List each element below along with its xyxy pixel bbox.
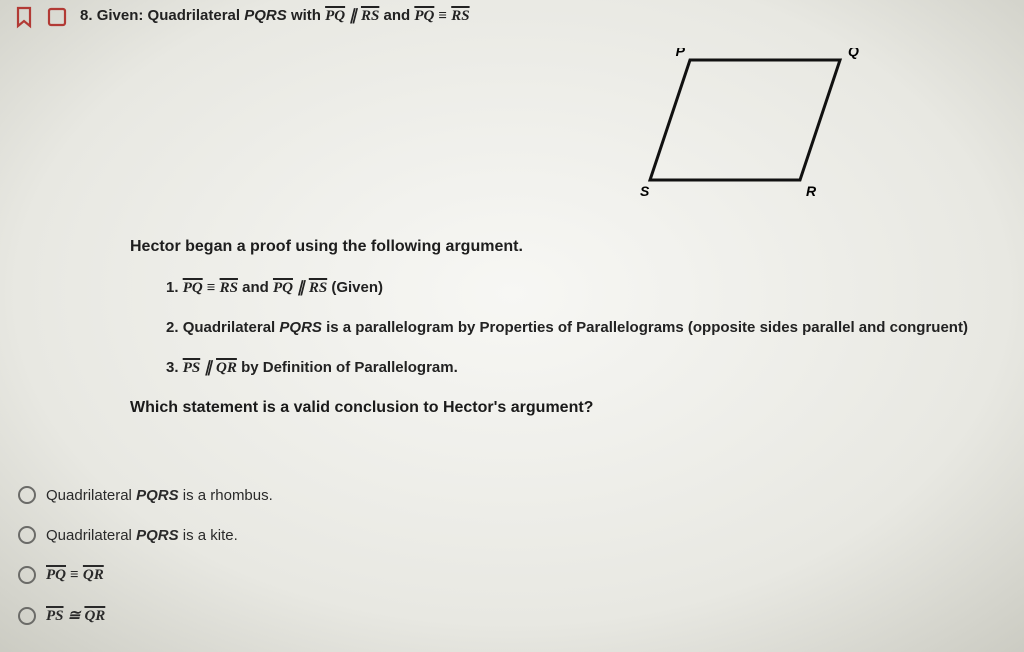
- proof-step-2: 2. Quadrilateral PQRS is a parallelogram…: [166, 319, 1010, 336]
- parallel-sym: ∥: [349, 8, 357, 24]
- proof-step-3: 3. PS ∥ QR by Definition of Parallelogra…: [166, 358, 1010, 377]
- conclusion-question: Which statement is a valid conclusion to…: [130, 399, 1010, 417]
- expr1-a: PQ: [325, 8, 345, 24]
- parallelogram-diagram: P Q R S: [630, 48, 890, 208]
- given-mid: with: [291, 7, 321, 24]
- proof-step-1: 1. PQ ≡ RS and PQ ∥ RS (Given): [166, 278, 1010, 297]
- expr1-b: RS: [361, 8, 379, 24]
- radio-d[interactable]: [18, 607, 36, 625]
- given-prefix: Given: Quadrilateral: [97, 7, 240, 24]
- answer-options: Quadrilateral PQRS is a rhombus. Quadril…: [18, 486, 273, 625]
- expr2-a: PQ: [414, 8, 434, 24]
- question-prompt: 8. Given: Quadrilateral PQRS with PQ ∥ R…: [80, 6, 470, 25]
- vertex-p-label: P: [676, 48, 686, 59]
- option-c-label: PQ ≡ QR: [46, 566, 104, 584]
- option-b[interactable]: Quadrilateral PQRS is a kite.: [18, 526, 273, 544]
- radio-c[interactable]: [18, 566, 36, 584]
- vertex-s-label: S: [640, 183, 650, 199]
- option-c[interactable]: PQ ≡ QR: [18, 566, 273, 584]
- radio-b[interactable]: [18, 526, 36, 544]
- option-d-label: PS ≅ QR: [46, 606, 105, 625]
- radio-a[interactable]: [18, 486, 36, 504]
- flag-icon[interactable]: [46, 6, 68, 28]
- option-a-label: Quadrilateral PQRS is a rhombus.: [46, 487, 273, 504]
- question-number: 8.: [80, 7, 93, 24]
- expr2-b: RS: [451, 8, 469, 24]
- bookmark-icon[interactable]: [14, 6, 34, 30]
- option-d[interactable]: PS ≅ QR: [18, 606, 273, 625]
- congruent-sym: ≡: [439, 8, 448, 24]
- option-b-label: Quadrilateral PQRS is a kite.: [46, 527, 238, 544]
- quad-name: PQRS: [244, 7, 287, 24]
- option-a[interactable]: Quadrilateral PQRS is a rhombus.: [18, 486, 273, 504]
- given-and: and: [383, 7, 410, 24]
- vertex-r-label: R: [806, 183, 817, 199]
- vertex-q-label: Q: [848, 48, 859, 59]
- proof-intro: Hector began a proof using the following…: [130, 238, 1010, 256]
